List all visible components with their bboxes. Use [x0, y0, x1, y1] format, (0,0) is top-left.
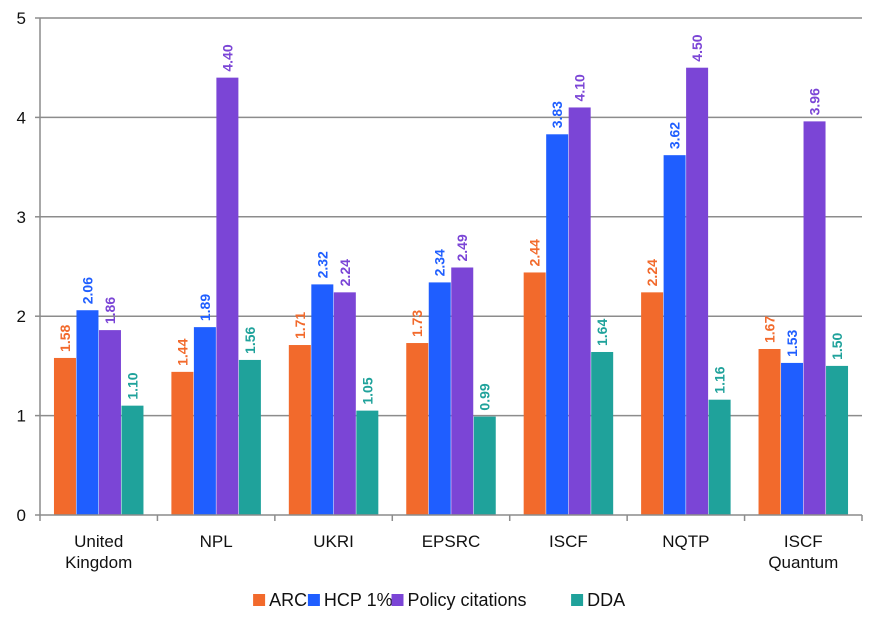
data-label: 2.06	[79, 277, 95, 304]
data-label: 1.73	[409, 310, 425, 337]
bar	[428, 282, 451, 515]
bar	[473, 416, 496, 515]
data-label: 2.32	[314, 251, 330, 278]
bar	[406, 343, 429, 515]
y-tick-label: 5	[17, 9, 26, 28]
bar	[641, 292, 664, 515]
y-tick-label: 0	[17, 506, 26, 525]
data-label: 4.10	[572, 74, 588, 101]
bar	[451, 267, 474, 515]
legend: ARC HCP 1% Policy citations DDA	[253, 590, 625, 610]
data-label: 1.71	[292, 312, 308, 339]
legend-label: HCP 1%	[324, 590, 393, 610]
bar	[708, 399, 731, 515]
bar	[781, 362, 804, 515]
data-labels: 1.58 1.44 1.71 1.73 2.44 2.24 1.67 2.06 1.89 2.32…	[57, 34, 845, 410]
bar	[53, 357, 76, 515]
legend-swatch	[253, 594, 266, 606]
data-label: 1.05	[359, 377, 375, 404]
data-label: 4.40	[219, 44, 235, 71]
bar	[356, 410, 379, 515]
data-label: 2.24	[644, 259, 660, 286]
y-tick-label: 2	[17, 307, 26, 326]
data-label: 1.10	[124, 372, 140, 399]
legend-label: ARC	[269, 590, 307, 610]
data-label: 3.96	[807, 88, 823, 115]
legend-swatch	[571, 594, 584, 606]
bar	[238, 359, 261, 515]
bar	[686, 67, 709, 515]
y-tick-label: 4	[17, 108, 26, 127]
data-label: 1.44	[174, 338, 190, 365]
bar	[216, 77, 239, 515]
category-label: ISCF	[549, 532, 588, 551]
bar	[826, 365, 849, 515]
category-label: EPSRC	[422, 532, 481, 551]
data-label: 1.56	[242, 326, 258, 353]
data-label: 2.44	[527, 239, 543, 266]
bar	[98, 330, 121, 515]
bar	[758, 349, 781, 515]
bar	[546, 134, 569, 515]
category-label: ISCF Quantum	[768, 532, 838, 572]
gridlines	[40, 17, 862, 417]
category-label: UKRI	[313, 532, 354, 551]
data-label: 0.99	[477, 383, 493, 410]
data-label: 2.49	[454, 234, 470, 261]
data-label: 1.89	[197, 294, 213, 321]
legend-swatch	[391, 594, 404, 606]
bar	[568, 107, 591, 516]
bar	[76, 310, 99, 515]
data-label: 1.50	[829, 332, 845, 359]
data-label: 1.16	[712, 366, 728, 393]
bars	[53, 67, 849, 516]
legend-label: DDA	[587, 590, 625, 610]
bar	[171, 371, 194, 515]
data-label: 2.24	[337, 259, 353, 286]
bar	[121, 405, 144, 515]
data-label: 1.86	[102, 297, 118, 324]
bar	[523, 272, 546, 515]
data-label: 2.34	[432, 249, 448, 276]
data-label: 3.83	[549, 101, 565, 128]
bar	[803, 121, 826, 515]
legend-label: Policy citations	[408, 590, 527, 610]
y-tick-label: 3	[17, 208, 26, 227]
bar	[311, 284, 334, 515]
category-label: NPL	[200, 532, 233, 551]
data-label: 1.67	[762, 316, 778, 343]
category-label: NQTP	[662, 532, 709, 551]
data-label: 3.62	[667, 122, 683, 149]
legend-swatch	[307, 594, 320, 606]
data-label: 1.64	[594, 319, 610, 346]
bar	[193, 327, 216, 515]
bar	[288, 345, 311, 515]
y-tick-label: 1	[17, 407, 26, 426]
bar	[663, 155, 686, 515]
data-label: 4.50	[689, 34, 705, 61]
axes: 0 1 2 3 4 5 United Kingdom NPL UKRI EPSRC ISCF NQTP I…	[17, 9, 863, 572]
category-label: United Kingdom	[65, 532, 132, 572]
data-label: 1.58	[57, 324, 73, 351]
data-label: 1.53	[784, 329, 800, 356]
bar	[591, 351, 614, 515]
bar	[333, 292, 356, 515]
